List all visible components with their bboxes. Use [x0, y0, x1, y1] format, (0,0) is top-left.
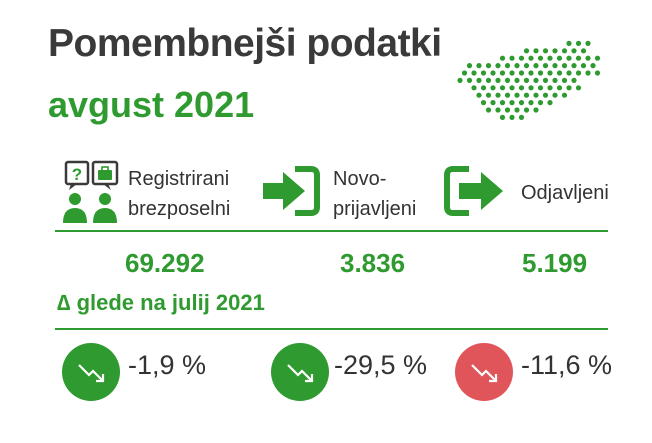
divider-bottom	[55, 328, 608, 330]
metric-label-registered: Registrirani brezposelni	[128, 164, 230, 224]
change-deregistered: -11,6 %	[521, 350, 613, 380]
value-registered: 69.292	[125, 248, 205, 278]
trend-badge-registered	[62, 343, 120, 401]
metric-label-new: Novo- prijavljeni	[333, 164, 416, 224]
delta-heading: ∆ glede na julij 2021	[57, 290, 265, 315]
change-registered: -1,9 %	[128, 350, 207, 380]
arrow-enter-icon	[263, 166, 320, 216]
slovenia-dotted-map-icon	[457, 40, 601, 120]
metric-label-deregistered-line1: Odjavljeni	[521, 182, 609, 204]
metric-label-new-line1: Novo-	[333, 168, 387, 190]
change-new: -29,5 %	[334, 350, 428, 380]
period-label: avgust 2021	[48, 84, 255, 125]
svg-text:?: ?	[72, 165, 82, 184]
arrow-exit-icon	[444, 166, 503, 216]
metric-label-new-line2: prijavljeni	[333, 198, 417, 220]
metric-label-deregistered: Odjavljeni	[521, 178, 609, 208]
trend-down-arrow-icon	[471, 364, 498, 383]
page-title: Pomembnejši podatki	[48, 22, 442, 65]
trend-badge-deregistered	[455, 343, 513, 401]
value-new: 3.836	[340, 248, 406, 278]
trend-down-arrow-icon	[78, 364, 105, 383]
divider-top	[55, 230, 608, 232]
trend-badge-new	[271, 343, 329, 401]
metric-label-registered-line1: Registrirani	[128, 168, 230, 190]
unemployed-people-question-briefcase-icon: ?	[63, 160, 119, 223]
value-deregistered: 5.199	[522, 248, 588, 278]
trend-down-arrow-icon	[287, 364, 314, 383]
metric-label-registered-line2: brezposelni	[128, 198, 231, 220]
